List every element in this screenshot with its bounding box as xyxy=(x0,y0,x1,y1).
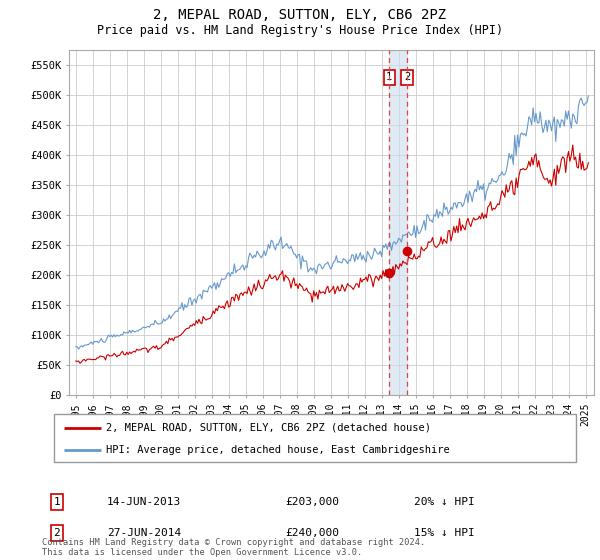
Text: HPI: Average price, detached house, East Cambridgeshire: HPI: Average price, detached house, East… xyxy=(106,445,450,455)
Text: 15% ↓ HPI: 15% ↓ HPI xyxy=(413,528,475,538)
FancyBboxPatch shape xyxy=(54,414,576,462)
Text: 2, MEPAL ROAD, SUTTON, ELY, CB6 2PZ (detached house): 2, MEPAL ROAD, SUTTON, ELY, CB6 2PZ (det… xyxy=(106,423,431,433)
Text: £203,000: £203,000 xyxy=(285,497,339,507)
Text: Price paid vs. HM Land Registry's House Price Index (HPI): Price paid vs. HM Land Registry's House … xyxy=(97,24,503,36)
Text: 20% ↓ HPI: 20% ↓ HPI xyxy=(413,497,475,507)
Text: 2: 2 xyxy=(404,72,410,82)
Text: 1: 1 xyxy=(53,497,61,507)
Text: £240,000: £240,000 xyxy=(285,528,339,538)
Text: Contains HM Land Registry data © Crown copyright and database right 2024.
This d: Contains HM Land Registry data © Crown c… xyxy=(42,538,425,557)
Text: 27-JUN-2014: 27-JUN-2014 xyxy=(107,528,181,538)
Text: 1: 1 xyxy=(386,72,392,82)
Text: 14-JUN-2013: 14-JUN-2013 xyxy=(107,497,181,507)
Text: 2, MEPAL ROAD, SUTTON, ELY, CB6 2PZ: 2, MEPAL ROAD, SUTTON, ELY, CB6 2PZ xyxy=(154,8,446,22)
Text: 2: 2 xyxy=(53,528,61,538)
Bar xyxy=(389,50,407,395)
